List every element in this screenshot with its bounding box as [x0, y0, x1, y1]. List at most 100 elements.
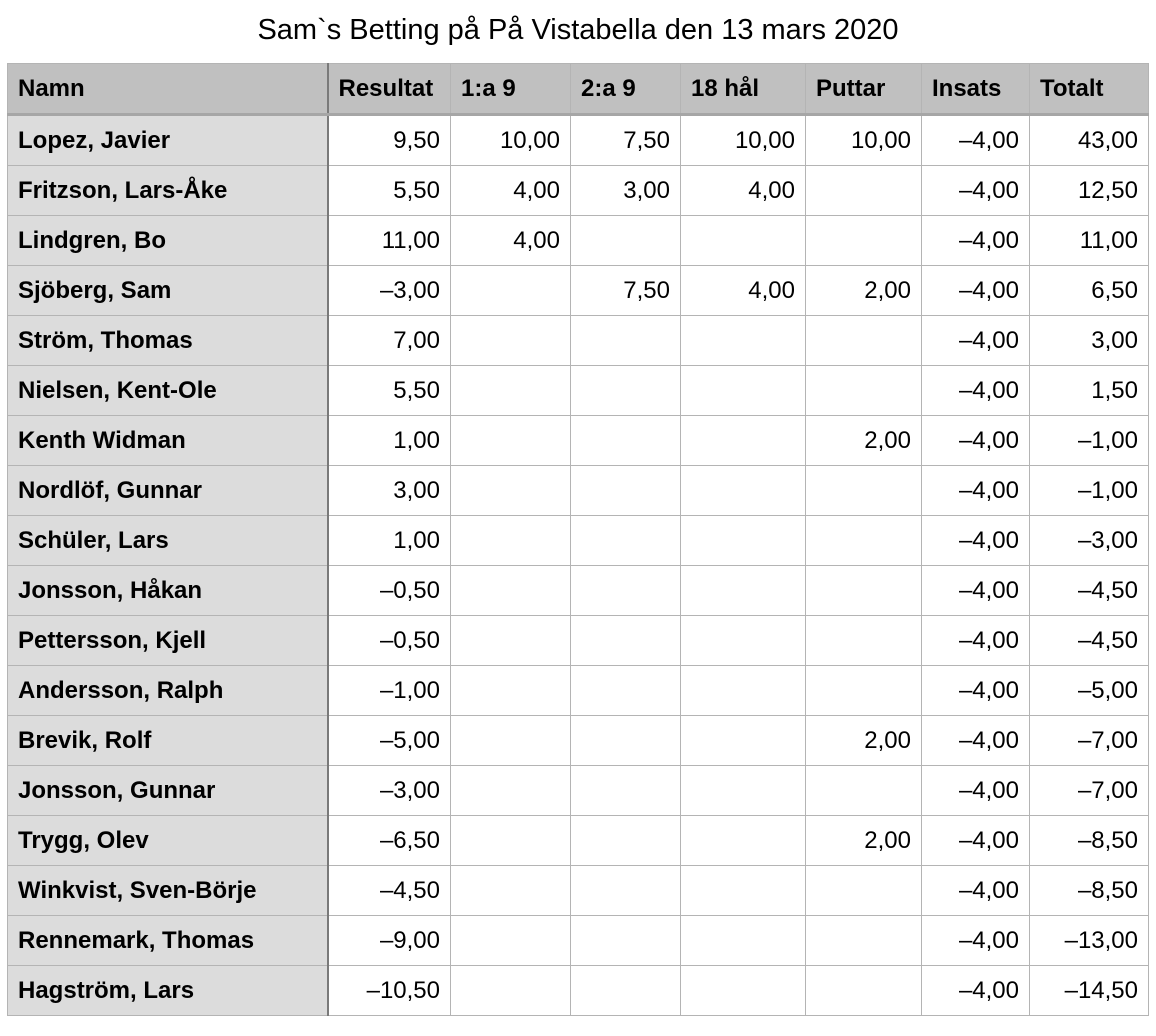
forsta-nio-cell[interactable] — [450, 465, 571, 516]
resultat-cell[interactable]: –9,00 — [327, 915, 451, 966]
andra-nio-cell[interactable] — [570, 315, 681, 366]
arton-hal-cell[interactable] — [680, 765, 806, 816]
totalt-cell[interactable]: 43,00 — [1029, 114, 1149, 166]
forsta-nio-cell[interactable] — [450, 715, 571, 766]
forsta-nio-cell[interactable] — [450, 615, 571, 666]
forsta-nio-cell[interactable] — [450, 915, 571, 966]
name-cell[interactable]: Rennemark, Thomas — [7, 915, 329, 966]
column-header-andra-nio[interactable]: 2:a 9 — [570, 63, 681, 116]
name-cell[interactable]: Sjöberg, Sam — [7, 265, 329, 316]
arton-hal-cell[interactable] — [680, 415, 806, 466]
name-cell[interactable]: Nordlöf, Gunnar — [7, 465, 329, 516]
resultat-cell[interactable]: 5,50 — [327, 165, 451, 216]
arton-hal-cell[interactable] — [680, 715, 806, 766]
insats-cell[interactable]: –4,00 — [921, 715, 1030, 766]
name-cell[interactable]: Schüler, Lars — [7, 515, 329, 566]
resultat-cell[interactable]: 7,00 — [327, 315, 451, 366]
insats-cell[interactable]: –4,00 — [921, 615, 1030, 666]
puttar-cell[interactable] — [805, 915, 922, 966]
insats-cell[interactable]: –4,00 — [921, 265, 1030, 316]
resultat-cell[interactable]: –3,00 — [327, 765, 451, 816]
totalt-cell[interactable]: –13,00 — [1029, 915, 1149, 966]
andra-nio-cell[interactable] — [570, 365, 681, 416]
arton-hal-cell[interactable] — [680, 915, 806, 966]
puttar-cell[interactable] — [805, 865, 922, 916]
name-cell[interactable]: Jonsson, Håkan — [7, 565, 329, 616]
andra-nio-cell[interactable] — [570, 715, 681, 766]
resultat-cell[interactable]: 1,00 — [327, 515, 451, 566]
puttar-cell[interactable] — [805, 215, 922, 266]
arton-hal-cell[interactable] — [680, 565, 806, 616]
name-cell[interactable]: Lopez, Javier — [7, 114, 329, 166]
arton-hal-cell[interactable] — [680, 615, 806, 666]
andra-nio-cell[interactable] — [570, 615, 681, 666]
totalt-cell[interactable]: –5,00 — [1029, 665, 1149, 716]
forsta-nio-cell[interactable] — [450, 765, 571, 816]
andra-nio-cell[interactable] — [570, 515, 681, 566]
puttar-cell[interactable] — [805, 465, 922, 516]
arton-hal-cell[interactable] — [680, 865, 806, 916]
totalt-cell[interactable]: –7,00 — [1029, 765, 1149, 816]
name-cell[interactable]: Kenth Widman — [7, 415, 329, 466]
forsta-nio-cell[interactable] — [450, 865, 571, 916]
name-cell[interactable]: Ström, Thomas — [7, 315, 329, 366]
insats-cell[interactable]: –4,00 — [921, 165, 1030, 216]
column-header-insats[interactable]: Insats — [921, 63, 1030, 116]
forsta-nio-cell[interactable] — [450, 965, 571, 1016]
insats-cell[interactable]: –4,00 — [921, 965, 1030, 1016]
puttar-cell[interactable] — [805, 765, 922, 816]
column-header-arton-hal[interactable]: 18 hål — [680, 63, 806, 116]
puttar-cell[interactable] — [805, 615, 922, 666]
puttar-cell[interactable] — [805, 965, 922, 1016]
andra-nio-cell[interactable] — [570, 965, 681, 1016]
puttar-cell[interactable]: 2,00 — [805, 815, 922, 866]
resultat-cell[interactable]: –4,50 — [327, 865, 451, 916]
puttar-cell[interactable] — [805, 365, 922, 416]
insats-cell[interactable]: –4,00 — [921, 114, 1030, 166]
andra-nio-cell[interactable] — [570, 815, 681, 866]
resultat-cell[interactable]: –1,00 — [327, 665, 451, 716]
andra-nio-cell[interactable] — [570, 865, 681, 916]
insats-cell[interactable]: –4,00 — [921, 465, 1030, 516]
puttar-cell[interactable]: 2,00 — [805, 265, 922, 316]
forsta-nio-cell[interactable] — [450, 565, 571, 616]
puttar-cell[interactable] — [805, 515, 922, 566]
resultat-cell[interactable]: 9,50 — [327, 114, 451, 166]
andra-nio-cell[interactable]: 7,50 — [570, 114, 681, 166]
arton-hal-cell[interactable]: 10,00 — [680, 114, 806, 166]
resultat-cell[interactable]: –0,50 — [327, 615, 451, 666]
totalt-cell[interactable]: –1,00 — [1029, 415, 1149, 466]
insats-cell[interactable]: –4,00 — [921, 865, 1030, 916]
arton-hal-cell[interactable] — [680, 815, 806, 866]
puttar-cell[interactable] — [805, 665, 922, 716]
arton-hal-cell[interactable] — [680, 315, 806, 366]
insats-cell[interactable]: –4,00 — [921, 915, 1030, 966]
insats-cell[interactable]: –4,00 — [921, 665, 1030, 716]
arton-hal-cell[interactable]: 4,00 — [680, 165, 806, 216]
column-header-resultat[interactable]: Resultat — [327, 63, 451, 116]
column-header-totalt[interactable]: Totalt — [1029, 63, 1149, 116]
forsta-nio-cell[interactable] — [450, 315, 571, 366]
totalt-cell[interactable]: 11,00 — [1029, 215, 1149, 266]
forsta-nio-cell[interactable] — [450, 265, 571, 316]
forsta-nio-cell[interactable]: 4,00 — [450, 215, 571, 266]
column-header-puttar[interactable]: Puttar — [805, 63, 922, 116]
forsta-nio-cell[interactable] — [450, 365, 571, 416]
resultat-cell[interactable]: 5,50 — [327, 365, 451, 416]
totalt-cell[interactable]: 1,50 — [1029, 365, 1149, 416]
resultat-cell[interactable]: –5,00 — [327, 715, 451, 766]
arton-hal-cell[interactable] — [680, 215, 806, 266]
totalt-cell[interactable]: –1,00 — [1029, 465, 1149, 516]
insats-cell[interactable]: –4,00 — [921, 765, 1030, 816]
totalt-cell[interactable]: –8,50 — [1029, 815, 1149, 866]
puttar-cell[interactable] — [805, 565, 922, 616]
name-cell[interactable]: Lindgren, Bo — [7, 215, 329, 266]
andra-nio-cell[interactable] — [570, 465, 681, 516]
forsta-nio-cell[interactable]: 10,00 — [450, 114, 571, 166]
puttar-cell[interactable] — [805, 165, 922, 216]
name-cell[interactable]: Hagström, Lars — [7, 965, 329, 1016]
arton-hal-cell[interactable] — [680, 465, 806, 516]
totalt-cell[interactable]: 12,50 — [1029, 165, 1149, 216]
insats-cell[interactable]: –4,00 — [921, 365, 1030, 416]
name-cell[interactable]: Andersson, Ralph — [7, 665, 329, 716]
